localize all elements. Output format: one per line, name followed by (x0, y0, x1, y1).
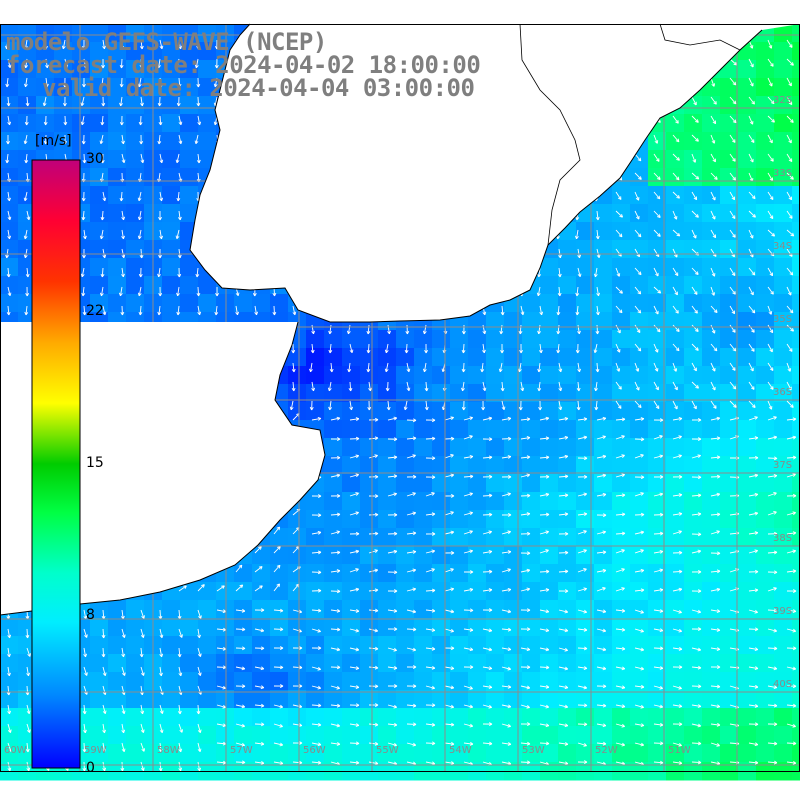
lat-label: 40S (773, 679, 793, 690)
lat-label: 39S (773, 606, 793, 617)
lon-label: 57W (230, 745, 253, 756)
colorbar-tick-0: 0 (86, 760, 95, 776)
model-title: modelo GEFS-WAVE (NCEP) (6, 28, 327, 56)
forecast-date: forecast date: 2024-04-02 18:00:00 (6, 51, 481, 79)
lon-label: 60W (4, 745, 27, 756)
lon-label: 59W (84, 745, 107, 756)
colorbar-tick-22: 22 (86, 303, 104, 319)
colorbar-tick-15: 15 (86, 455, 104, 471)
lon-label: 55W (376, 745, 399, 756)
lat-label: 33S (773, 168, 793, 179)
lat-label: 34S (773, 241, 793, 252)
lon-label: 51W (668, 745, 691, 756)
lon-label: 58W (157, 745, 180, 756)
land-mask (0, 23, 763, 616)
colorbar-tick-30: 30 (86, 151, 104, 167)
valid-date: valid date: 2024-04-04 03:00:00 (42, 74, 475, 102)
lon-label: 53W (522, 745, 545, 756)
lat-label: 32S (773, 95, 793, 106)
lon-label: 54W (449, 745, 472, 756)
lat-label: 35S (773, 314, 793, 325)
lat-label: 38S (773, 533, 793, 544)
lat-label: 36S (773, 387, 793, 398)
colorbar-unit: [m/s] (35, 133, 72, 149)
lon-label: 52W (595, 745, 618, 756)
lon-label: 56W (303, 745, 326, 756)
lat-label: 37S (773, 460, 793, 471)
colorbar-tick-8: 8 (86, 607, 95, 623)
